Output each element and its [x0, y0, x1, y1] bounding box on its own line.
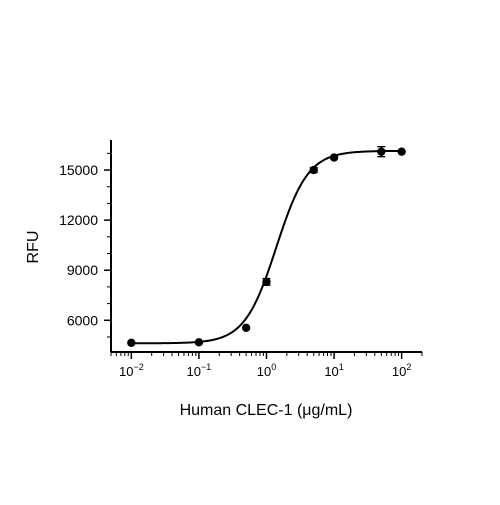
data-point — [262, 277, 271, 287]
data-point — [309, 165, 318, 175]
y-tick-label: 12000 — [59, 212, 98, 228]
data-points-layer — [127, 146, 406, 348]
y-axis-title: RFU — [25, 231, 42, 264]
x-tick-label: 10−2 — [119, 362, 144, 379]
data-point — [241, 323, 251, 332]
data-point — [127, 338, 136, 348]
x-tick-label: 102 — [392, 362, 411, 379]
data-point — [194, 338, 204, 347]
fit-curve-layer — [131, 149, 402, 345]
axes-layer: 10−2 10−1 100 101 102 6000 9000 12000 15000 — [59, 140, 423, 379]
data-point — [329, 153, 339, 162]
x-axis-title: Human CLEC-1 (μg/mL) — [180, 402, 353, 419]
x-tick-label: 100 — [257, 362, 276, 379]
y-tick-label: 6000 — [67, 312, 98, 328]
x-tick-label: 101 — [324, 362, 343, 379]
data-point — [377, 147, 386, 156]
y-tick-label: 15000 — [59, 162, 98, 178]
x-tick-label: 10−1 — [187, 362, 212, 379]
y-tick-label: 9000 — [67, 262, 98, 278]
fit-curve — [131, 149, 402, 345]
data-point — [397, 147, 406, 156]
